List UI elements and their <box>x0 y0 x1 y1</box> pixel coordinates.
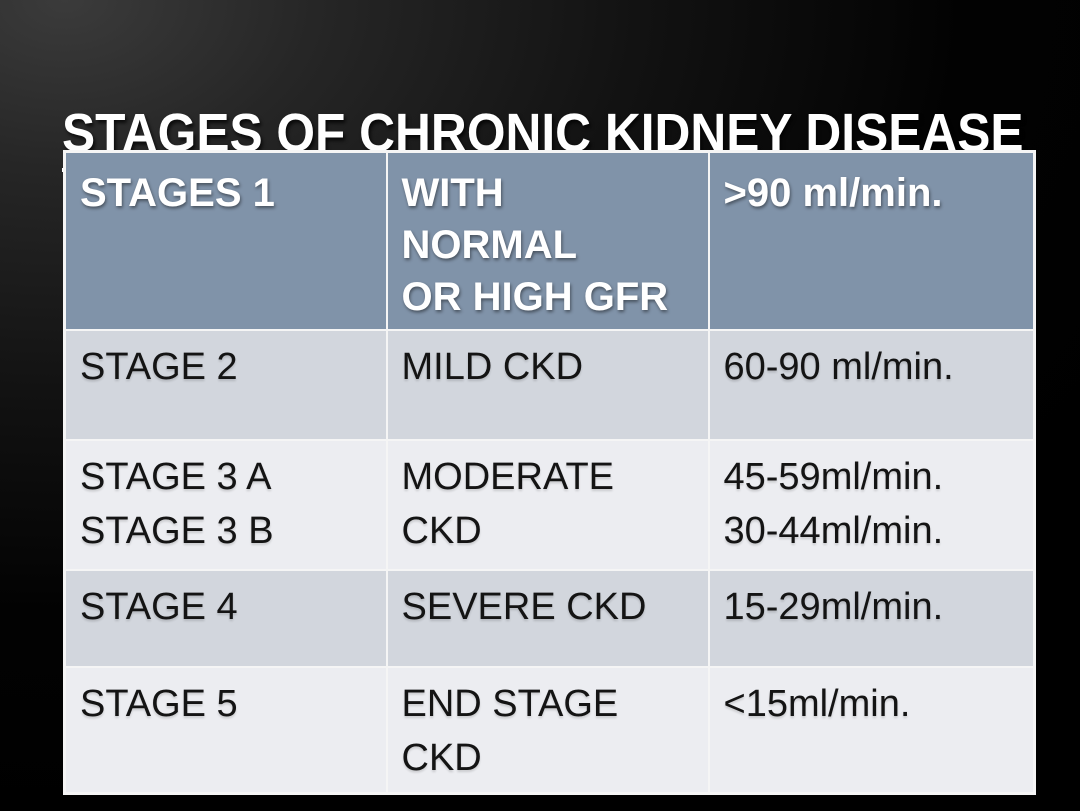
header-cell-gfr: >90 ml/min. <box>707 150 1036 331</box>
cell-stage: STAGE 5 <box>63 665 388 795</box>
table-row: STAGE 4 SEVERE CKD 15-29ml/min. <box>63 569 1036 668</box>
cell-stage: STAGE 3 A STAGE 3 B <box>63 439 388 571</box>
cell-gfr: 15-29ml/min. <box>707 569 1036 668</box>
table-row: STAGE 5 END STAGE CKD <15ml/min. <box>63 665 1036 795</box>
table-row: STAGE 2 MILD CKD 60-90 ml/min. <box>63 329 1036 441</box>
header-cell-description: WITH NORMAL OR HIGH GFR <box>385 150 710 331</box>
cell-stage: STAGE 4 <box>63 569 388 668</box>
cell-description: SEVERE CKD <box>385 569 710 668</box>
cell-gfr: 60-90 ml/min. <box>707 329 1036 441</box>
cell-gfr: 45-59ml/min. 30-44ml/min. <box>707 439 1036 571</box>
cell-gfr: <15ml/min. <box>707 665 1036 795</box>
table-row: STAGE 3 A STAGE 3 B MODERATE CKD 45-59ml… <box>63 439 1036 571</box>
ckd-stages-table: STAGES 1 WITH NORMAL OR HIGH GFR >90 ml/… <box>63 150 1036 795</box>
cell-description: MODERATE CKD <box>385 439 710 571</box>
cell-description: MILD CKD <box>385 329 710 441</box>
table-header-row: STAGES 1 WITH NORMAL OR HIGH GFR >90 ml/… <box>63 150 1036 331</box>
cell-description: END STAGE CKD <box>385 665 710 795</box>
cell-stage: STAGE 2 <box>63 329 388 441</box>
header-cell-stage: STAGES 1 <box>63 150 388 331</box>
